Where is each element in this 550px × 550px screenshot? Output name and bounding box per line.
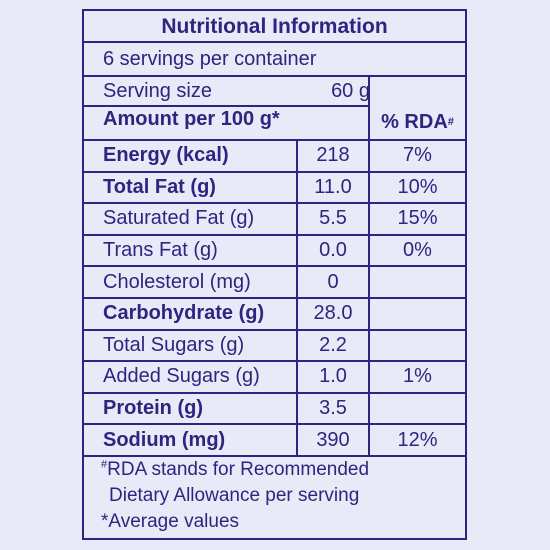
nutrient-rda: 10% xyxy=(397,175,438,198)
nutrient-name: Trans Fat (g) xyxy=(103,239,218,262)
rda-header: % RDA # xyxy=(381,110,454,133)
nutrient-rda xyxy=(370,267,465,297)
nutrient-value: 218 xyxy=(316,144,350,167)
footnote-rda: #RDA stands for Recommended xyxy=(101,457,369,483)
serving-size-label: Serving size xyxy=(103,80,212,102)
nutrient-value: 1.0 xyxy=(319,365,347,388)
row-divider xyxy=(84,202,465,205)
panel-title: Nutritional Information xyxy=(161,15,388,38)
row-divider xyxy=(84,297,465,299)
divider xyxy=(84,75,465,77)
divider xyxy=(84,105,368,107)
footnote-average: *Average values xyxy=(101,511,240,532)
row-divider xyxy=(84,328,465,331)
serving-size-value: 60 g xyxy=(331,80,370,102)
nutrient-rda: 12% xyxy=(397,428,438,451)
servings-per-container: 6 servings per container xyxy=(103,48,317,70)
nutrient-name: Added Sugars (g) xyxy=(103,365,260,388)
nutrient-value: 3.5 xyxy=(319,397,347,420)
nutrient-rda xyxy=(370,299,465,329)
nutrient-rda: 0% xyxy=(403,239,432,262)
nutrient-name: Total Sugars (g) xyxy=(103,333,245,356)
nutrient-name: Protein (g) xyxy=(103,397,203,420)
divider xyxy=(84,139,465,141)
row-divider xyxy=(84,391,465,394)
row-divider xyxy=(84,233,465,236)
nutrient-rda xyxy=(370,331,465,361)
nutrient-rda: 1% xyxy=(403,365,432,388)
footnote-line1: RDA stands for Recommended xyxy=(107,459,370,480)
nutrient-value: 0.0 xyxy=(319,239,347,262)
rda-header-label: % RDA xyxy=(381,110,448,133)
row-divider xyxy=(84,423,465,426)
footnote-mark: # xyxy=(101,458,108,471)
nutrient-name: Total Fat (g) xyxy=(103,175,216,198)
nutrient-rda: 7% xyxy=(403,144,432,167)
nutrient-name: Saturated Fat (g) xyxy=(103,207,255,230)
row-divider xyxy=(84,360,465,363)
nutrient-value: 28.0 xyxy=(313,302,353,325)
nutrient-rda xyxy=(370,394,465,424)
nutrient-name: Sodium (mg) xyxy=(103,428,226,451)
row-divider xyxy=(84,265,465,268)
nutrient-rda: 15% xyxy=(397,207,438,230)
footnotes: #RDA stands for Recommended Dietary Allo… xyxy=(101,457,369,535)
nutrient-value: 2.2 xyxy=(319,333,347,356)
nutrient-name: Energy (kcal) xyxy=(103,144,229,167)
nutrient-value: 0 xyxy=(327,270,339,293)
nutrition-facts-panel: Nutritional Information 6 servings per c… xyxy=(82,9,467,540)
nutrient-name: Carbohydrate (g) xyxy=(103,302,265,325)
divider xyxy=(84,41,465,43)
footnote-line2: Dietary Allowance per serving xyxy=(109,485,360,506)
nutrient-value: 5.5 xyxy=(319,207,347,230)
divider xyxy=(368,75,370,141)
row-divider xyxy=(84,170,465,173)
divider xyxy=(84,455,465,457)
nutrient-name: Cholesterol (mg) xyxy=(103,270,251,293)
amount-per-100g-header: Amount per 100 g* xyxy=(103,107,280,130)
nutrient-value: 11.0 xyxy=(314,175,352,198)
nutrient-value: 390 xyxy=(316,428,350,451)
